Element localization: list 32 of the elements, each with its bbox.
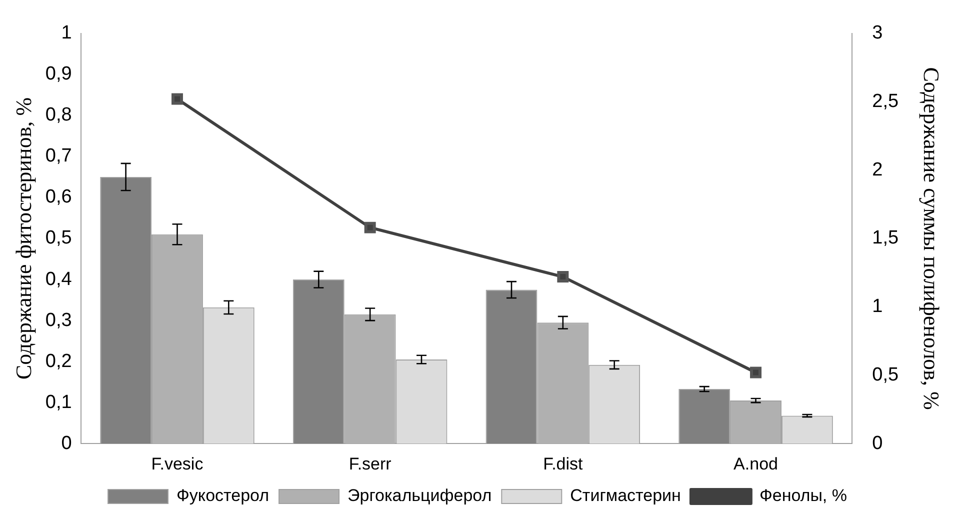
x-tick-label: F.serr [348,454,392,474]
y2-tick-label: 1 [872,296,883,318]
y-tick-label: 0,4 [45,268,72,290]
y2-tick-label: 2 [872,159,883,180]
y-tick-label: 0,1 [45,392,72,413]
x-tick-label: F.vesic [151,454,204,474]
point [364,222,376,234]
legend-label: Фукостерол [176,486,270,506]
y-tick-label: 0,6 [45,186,72,208]
y-tick-label: 1 [61,22,72,44]
y-tick-label: 0,3 [45,310,72,331]
point [557,271,569,283]
y-tick-label: 0 [61,432,72,454]
y-tick-label: 0,5 [45,228,72,249]
y-tick-label: 0,9 [45,64,72,85]
y-tick-label: 0,7 [45,146,72,167]
x-tick-label: A.nod [734,454,778,474]
point [171,93,183,105]
y2-tick-label: 3 [872,22,883,44]
legend-label: Эргокальциферол [348,486,492,506]
y2-tick-label: 0 [872,432,883,454]
y-tick-label: 0,2 [45,350,72,372]
y-axis-title: Содержание фитостеринов, % [10,97,36,380]
y2-tick-label: 1,5 [872,228,899,249]
point [750,366,762,378]
y2-tick-label: 2,5 [872,91,899,112]
legend-label: Стигмастерин [570,486,681,506]
legend-label: Фенолы, % [759,486,848,506]
y2-tick-label: 0,5 [872,364,899,386]
y-tick-label: 0,8 [45,104,72,126]
y2-axis-title: Содержание суммы полифенолов, % [919,67,944,410]
x-tick-label: F.dist [543,454,584,474]
